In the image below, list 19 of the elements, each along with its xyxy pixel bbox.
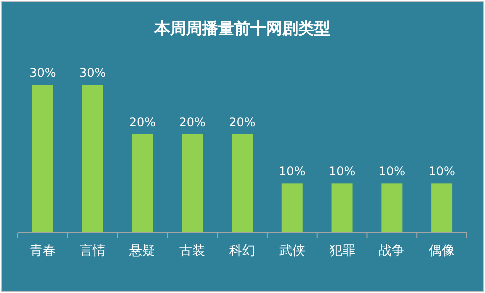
title: 本周周播量前十网剧类型 <box>154 19 330 38</box>
value-label: 20% <box>129 115 156 130</box>
category: 悬疑 <box>130 244 156 259</box>
value-label: 10% <box>428 164 456 179</box>
category: 战争 <box>379 244 406 259</box>
category: 武侠 <box>279 244 306 259</box>
value-label: 10% <box>328 164 356 179</box>
value-label: 10% <box>279 164 306 179</box>
category: 古装 <box>180 244 206 259</box>
category: 科幻 <box>230 244 256 259</box>
value-label: 20% <box>179 115 206 130</box>
category: 青春 <box>30 244 56 259</box>
value-label: 20% <box>229 115 256 130</box>
value-label: 10% <box>378 164 406 179</box>
category: 偶像 <box>429 244 456 259</box>
category: 犯罪 <box>329 244 356 259</box>
value-label: 30% <box>80 66 106 80</box>
value-label: 30% <box>30 66 56 80</box>
category: 言情 <box>80 244 106 259</box>
